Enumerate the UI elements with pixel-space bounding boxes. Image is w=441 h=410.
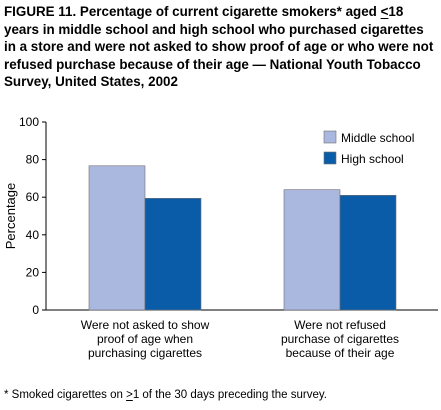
x-category-label: Were not refused purchase of cigarettes be… [281, 318, 399, 360]
footnote-text-start: * Smoked cigarettes on [4, 389, 127, 401]
bar-middle-school-1 [283, 189, 341, 311]
y-tick-label: 20 [26, 265, 40, 279]
title-text-end: 18 years in middle school and high schoo… [4, 4, 434, 89]
legend-swatch-high-school [323, 151, 337, 165]
bar-high-school-0 [144, 198, 202, 311]
footnote-text-end: 1 of the 30 days preceding the survey. [132, 389, 327, 401]
legend-swatch-middle-school [323, 130, 337, 144]
y-tick-label: 40 [26, 228, 40, 242]
figure-title: FIGURE 11. Percentage of current cigaret… [4, 3, 438, 91]
y-tick-label: 0 [32, 303, 39, 317]
title-text-start: FIGURE 11. Percentage of current cigaret… [4, 4, 381, 19]
less-than-symbol: < [380, 4, 389, 19]
x-category-label: Were not asked to show proof of age when p… [81, 318, 210, 360]
bar-middle-school-0 [88, 165, 146, 311]
footnote: * Smoked cigarettes on >1 of the 30 days… [4, 389, 327, 401]
greater-equal-symbol: > [126, 389, 133, 401]
y-tick-label: 80 [26, 153, 40, 167]
bar-high-school-1 [339, 195, 397, 311]
legend-label-high-school: High school [341, 152, 404, 166]
y-tick-label: 100 [19, 115, 39, 129]
legend-label-middle-school: Middle school [341, 131, 414, 145]
y-axis-label: Percentage [3, 183, 18, 250]
y-tick-label: 60 [26, 190, 40, 204]
